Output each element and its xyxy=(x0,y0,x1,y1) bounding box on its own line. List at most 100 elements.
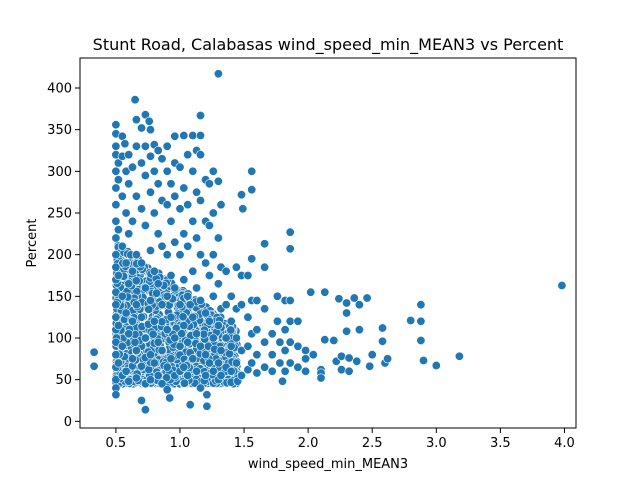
scatter-point xyxy=(431,360,441,370)
scatter-point xyxy=(557,280,567,290)
scatter-point xyxy=(157,317,167,327)
scatter-point xyxy=(196,196,206,206)
x-axis: 0.5 1.0 1.5 2.0 2.5 3.0 3.5 4.0 xyxy=(106,428,575,451)
scatter-point xyxy=(170,333,180,343)
scatter-point xyxy=(162,325,172,335)
scatter-point xyxy=(128,266,138,276)
scatter-point xyxy=(162,362,172,372)
scatter-point xyxy=(226,291,236,301)
chart-title: Stunt Road, Calabasas wind_speed_min_MEA… xyxy=(93,35,564,55)
scatter-point xyxy=(336,365,346,375)
scatter-point xyxy=(416,335,426,345)
scatter-point xyxy=(111,233,121,243)
scatter-point xyxy=(179,229,189,239)
scatter-point xyxy=(208,333,218,343)
scatter-point xyxy=(153,337,163,347)
scatter-point xyxy=(365,361,375,371)
scatter-point xyxy=(352,356,362,366)
scatter-point xyxy=(111,200,121,210)
scatter-point xyxy=(275,337,285,347)
scatter-point xyxy=(293,341,303,351)
scatter-point xyxy=(111,216,121,226)
scatter-point xyxy=(196,131,206,141)
scatter-point xyxy=(208,250,218,260)
scatter-point xyxy=(149,316,159,326)
scatter-point xyxy=(204,270,214,280)
scatter-point xyxy=(301,354,311,364)
plot-frame xyxy=(79,57,577,429)
scatter-point xyxy=(252,350,262,360)
scatter-point xyxy=(342,308,352,318)
scatter-point xyxy=(362,293,372,303)
y-tick-label: 50 xyxy=(55,373,72,388)
scatter-point xyxy=(121,366,131,376)
scatter-point xyxy=(149,266,159,276)
scatter-point xyxy=(117,291,127,301)
scatter-point xyxy=(130,95,140,105)
scatter-point xyxy=(192,283,202,293)
scatter-point xyxy=(188,312,198,322)
scatter-point xyxy=(226,325,236,335)
scatter-point xyxy=(162,200,172,210)
scatter-point xyxy=(89,347,99,357)
scatter-point xyxy=(316,373,326,383)
scatter-point xyxy=(144,116,154,126)
scatter-point xyxy=(243,341,253,351)
scatter-point xyxy=(213,69,223,79)
y-tick-label: 400 xyxy=(47,82,72,97)
scatter-point xyxy=(113,158,123,168)
scatter-point xyxy=(237,300,247,310)
scatter-point xyxy=(89,361,99,371)
scatter-point xyxy=(243,270,253,280)
scatter-point xyxy=(111,337,121,347)
scatter-point xyxy=(247,254,257,264)
scatter-point xyxy=(140,405,150,415)
scatter-point xyxy=(247,185,257,195)
scatter-point xyxy=(201,370,211,380)
scatter-point xyxy=(170,191,180,201)
scatter-point xyxy=(213,358,223,368)
scatter-point xyxy=(131,276,141,286)
scatter-point xyxy=(192,187,202,197)
scatter-point xyxy=(183,291,193,301)
scatter-point xyxy=(226,366,236,376)
scatter-point xyxy=(285,358,295,368)
scatter-point xyxy=(166,354,176,364)
scatter-point xyxy=(267,329,277,339)
scatter-point xyxy=(165,393,175,403)
scatter-point xyxy=(252,295,262,305)
scatter-point xyxy=(149,358,159,368)
scatter-point xyxy=(183,241,193,251)
scatter-point xyxy=(406,315,416,325)
scatter-point xyxy=(354,300,364,310)
scatter-point xyxy=(166,270,176,280)
scatter-point xyxy=(349,293,359,303)
scatter-point xyxy=(260,262,270,272)
x-axis-label: wind_speed_min_MEAN3 xyxy=(248,457,408,472)
scatter-point xyxy=(140,141,150,151)
scatter-point xyxy=(293,316,303,326)
scatter-point xyxy=(204,179,214,189)
scatter-point xyxy=(124,229,134,239)
scatter-point xyxy=(137,312,147,322)
y-tick-label: 150 xyxy=(47,290,72,305)
scatter-point xyxy=(152,288,162,298)
scatter-point xyxy=(128,316,138,326)
scatter-point xyxy=(111,312,121,322)
scatter-point xyxy=(272,291,282,301)
y-tick-label: 100 xyxy=(47,332,72,347)
scatter-point xyxy=(140,283,150,293)
scatter-point xyxy=(178,312,188,322)
scatter-point xyxy=(192,233,202,243)
scatter-point xyxy=(130,337,140,347)
scatter-point xyxy=(231,262,241,272)
scatter-point xyxy=(146,350,156,360)
scatter-point xyxy=(175,204,185,214)
scatter-point xyxy=(204,221,214,231)
scatter-point xyxy=(238,204,248,214)
scatter-point xyxy=(113,270,123,280)
scatter-point xyxy=(285,316,295,326)
scatter-point xyxy=(175,341,185,351)
scatter-point xyxy=(137,258,147,268)
scatter-point xyxy=(146,187,156,197)
